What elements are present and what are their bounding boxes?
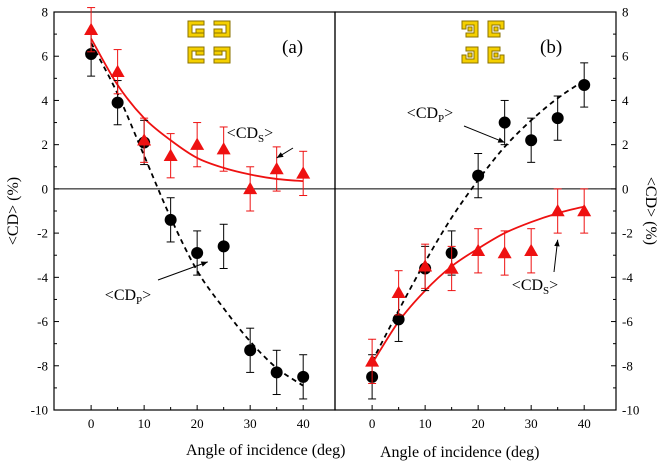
data-point-triangle bbox=[497, 246, 512, 259]
gammadion-array-b-icon bbox=[461, 20, 505, 64]
panel-a: 0 10 20 30 40 -10 -8 -6 -4 -2 0 2 4 6 8 <CDS> <CDP> (a)… bbox=[5, 5, 345, 460]
data-point-circle bbox=[164, 213, 177, 226]
annotation-arrowhead bbox=[554, 239, 560, 247]
data-point-circle bbox=[191, 247, 204, 260]
data-point-triangle bbox=[137, 133, 152, 146]
fit-curve-circle bbox=[90, 42, 304, 387]
y-tick-label: -4 bbox=[622, 270, 633, 285]
data-point-circle bbox=[498, 116, 511, 129]
y-tick-label: 4 bbox=[42, 93, 49, 108]
y-tick-label: 6 bbox=[622, 49, 629, 64]
annotation-arrowhead bbox=[497, 137, 505, 143]
y-tick-label: -6 bbox=[622, 314, 633, 329]
panel-a-label: (a) bbox=[282, 37, 303, 58]
data-point-circle bbox=[472, 169, 485, 182]
y-tick-label: -10 bbox=[31, 403, 48, 418]
gammadion-array-a-icon bbox=[187, 20, 231, 64]
data-point-triangle bbox=[163, 148, 178, 161]
data-point-circle bbox=[392, 313, 405, 326]
panel-b-ylabel: <CD> (%) bbox=[642, 177, 658, 245]
data-point-triangle bbox=[365, 354, 380, 367]
panel-b-label: (b) bbox=[540, 37, 562, 58]
panel-a-xlabel: Angle of incidence (deg) bbox=[186, 442, 345, 459]
data-point-triangle bbox=[391, 285, 406, 299]
annotation-label: <CDP> bbox=[407, 105, 453, 125]
x-tick-label: 20 bbox=[191, 416, 204, 431]
y-tick-label: -4 bbox=[37, 270, 48, 285]
x-tick-label: 30 bbox=[525, 416, 538, 431]
x-tick-label: 10 bbox=[419, 416, 432, 431]
panel-b-ticks: 0 10 20 30 40 -10 -8 -6 -4 -2 0 2 4 6 8 bbox=[369, 5, 639, 432]
x-tick-label: 0 bbox=[369, 416, 376, 431]
data-point-circle bbox=[217, 240, 230, 253]
y-tick-label: -6 bbox=[37, 314, 48, 329]
annotation-arrowhead bbox=[200, 261, 208, 267]
data-point-triangle bbox=[444, 261, 459, 274]
y-tick-label: 8 bbox=[42, 5, 49, 20]
data-point-triangle bbox=[216, 142, 231, 155]
data-point-triangle bbox=[524, 243, 539, 257]
data-point-triangle bbox=[190, 137, 205, 150]
panel-a-ylabel: <CD> (%) bbox=[5, 177, 22, 245]
x-tick-label: 0 bbox=[88, 416, 95, 431]
data-point-triangle bbox=[577, 204, 592, 217]
panel-b-marks bbox=[365, 62, 592, 400]
data-point-circle bbox=[297, 370, 310, 383]
data-point-triangle bbox=[269, 161, 284, 175]
y-tick-label: 0 bbox=[622, 181, 629, 196]
y-tick-label: 0 bbox=[42, 181, 49, 196]
data-point-triangle bbox=[110, 64, 125, 77]
x-tick-label: 10 bbox=[138, 416, 151, 431]
y-tick-label: -8 bbox=[622, 358, 633, 373]
x-tick-label: 30 bbox=[244, 416, 257, 431]
panel-b-xlabel: Angle of incidence (deg) bbox=[380, 444, 539, 461]
panel-b-annotations: <CDP> <CDS> bbox=[407, 105, 560, 297]
y-tick-label: 6 bbox=[42, 49, 49, 64]
x-tick-label: 40 bbox=[578, 416, 591, 431]
panel-a-ticks: 0 10 20 30 40 -10 -8 -6 -4 -2 0 2 4 6 8 bbox=[31, 5, 310, 432]
y-tick-label: 8 bbox=[622, 5, 629, 20]
data-point-triangle bbox=[471, 243, 486, 257]
data-point-triangle bbox=[243, 181, 258, 195]
data-point-circle bbox=[578, 78, 591, 91]
data-point-circle bbox=[85, 48, 98, 61]
data-point-circle bbox=[111, 96, 124, 109]
annotation-arrow bbox=[463, 125, 505, 143]
panel-a-annotations: <CDS> <CDP> bbox=[105, 125, 294, 307]
data-point-triangle bbox=[84, 22, 99, 35]
data-point-triangle bbox=[418, 259, 433, 272]
x-tick-label: 40 bbox=[297, 416, 310, 431]
y-tick-label: -2 bbox=[622, 226, 633, 241]
data-point-circle bbox=[270, 366, 283, 379]
data-point-triangle bbox=[550, 204, 565, 217]
data-point-circle bbox=[525, 134, 538, 147]
x-tick-label: 20 bbox=[472, 416, 485, 431]
y-tick-label: 2 bbox=[42, 137, 49, 152]
y-tick-label: 2 bbox=[622, 137, 629, 152]
annotation-arrowhead bbox=[276, 152, 284, 158]
panel-b: 0 10 20 30 40 -10 -8 -6 -4 -2 0 2 4 6 8 <CDP> <CDS> (b)… bbox=[334, 5, 658, 461]
data-point-circle bbox=[551, 112, 564, 125]
data-point-triangle bbox=[296, 166, 311, 179]
panel-a-frame bbox=[53, 11, 336, 411]
annotation-arrow bbox=[157, 261, 208, 281]
panel-a-marks bbox=[84, 7, 311, 400]
y-tick-label: -8 bbox=[37, 358, 48, 373]
panel-a-fits bbox=[90, 38, 304, 387]
data-point-circle bbox=[244, 344, 257, 357]
y-tick-label: 4 bbox=[622, 93, 629, 108]
annotation-label: <CDS> bbox=[227, 125, 273, 145]
y-tick-label: -2 bbox=[37, 226, 48, 241]
annotation-label: <CDS> bbox=[512, 277, 558, 297]
annotation-label: <CDP> bbox=[105, 287, 151, 307]
y-tick-label: -10 bbox=[622, 403, 639, 418]
